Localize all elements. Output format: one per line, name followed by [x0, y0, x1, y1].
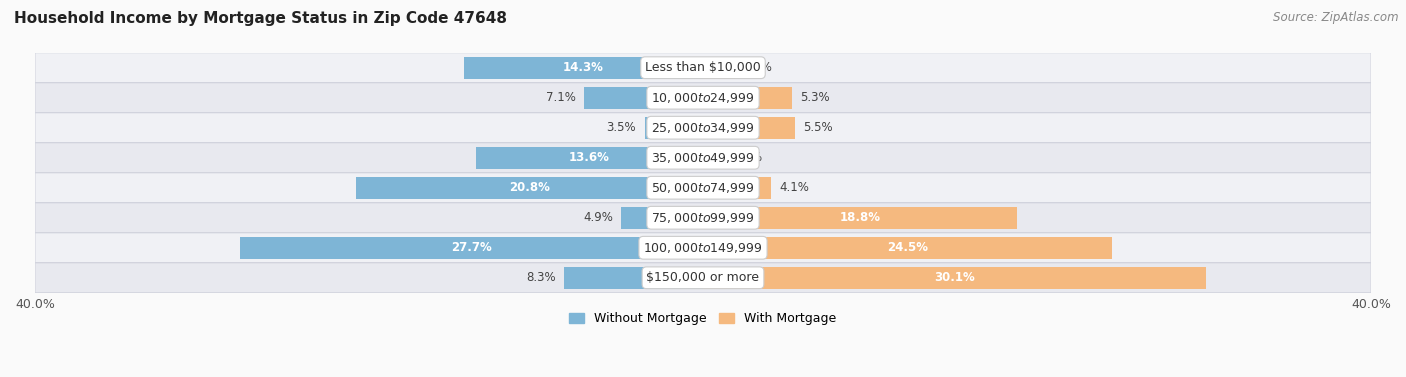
Text: $100,000 to $149,999: $100,000 to $149,999	[644, 241, 762, 255]
Text: 7.1%: 7.1%	[546, 91, 576, 104]
Bar	[703, 87, 792, 109]
FancyBboxPatch shape	[35, 263, 1371, 293]
Text: 1.9%: 1.9%	[744, 61, 773, 74]
Bar	[703, 237, 1112, 259]
Text: 3.5%: 3.5%	[606, 121, 636, 134]
Text: $10,000 to $24,999: $10,000 to $24,999	[651, 91, 755, 105]
Bar	[475, 147, 703, 169]
Bar	[356, 177, 703, 199]
Text: 0.86%: 0.86%	[725, 151, 763, 164]
Text: 8.3%: 8.3%	[526, 271, 555, 284]
Bar	[585, 87, 703, 109]
FancyBboxPatch shape	[35, 203, 1371, 233]
Text: 20.8%: 20.8%	[509, 181, 550, 194]
Bar	[703, 267, 1206, 288]
Text: $75,000 to $99,999: $75,000 to $99,999	[651, 211, 755, 225]
Text: 18.8%: 18.8%	[839, 211, 880, 224]
Bar	[564, 267, 703, 288]
Text: 14.3%: 14.3%	[564, 61, 605, 74]
Text: 4.1%: 4.1%	[780, 181, 810, 194]
Text: 24.5%: 24.5%	[887, 241, 928, 254]
FancyBboxPatch shape	[35, 143, 1371, 173]
Bar	[644, 117, 703, 138]
FancyBboxPatch shape	[35, 233, 1371, 263]
Text: 13.6%: 13.6%	[569, 151, 610, 164]
Text: $25,000 to $34,999: $25,000 to $34,999	[651, 121, 755, 135]
Text: Household Income by Mortgage Status in Zip Code 47648: Household Income by Mortgage Status in Z…	[14, 11, 508, 26]
Text: $50,000 to $74,999: $50,000 to $74,999	[651, 181, 755, 195]
Text: Source: ZipAtlas.com: Source: ZipAtlas.com	[1274, 11, 1399, 24]
Text: 30.1%: 30.1%	[934, 271, 974, 284]
Bar	[621, 207, 703, 228]
Text: 27.7%: 27.7%	[451, 241, 492, 254]
Text: $150,000 or more: $150,000 or more	[647, 271, 759, 284]
FancyBboxPatch shape	[35, 53, 1371, 83]
Bar	[703, 177, 772, 199]
Bar	[703, 147, 717, 169]
Bar	[240, 237, 703, 259]
FancyBboxPatch shape	[35, 113, 1371, 143]
Text: 5.3%: 5.3%	[800, 91, 830, 104]
Text: 5.5%: 5.5%	[803, 121, 832, 134]
Text: $35,000 to $49,999: $35,000 to $49,999	[651, 151, 755, 165]
FancyBboxPatch shape	[35, 173, 1371, 203]
Text: 4.9%: 4.9%	[583, 211, 613, 224]
Text: Less than $10,000: Less than $10,000	[645, 61, 761, 74]
Bar	[703, 117, 794, 138]
FancyBboxPatch shape	[35, 83, 1371, 113]
Legend: Without Mortgage, With Mortgage: Without Mortgage, With Mortgage	[564, 308, 842, 331]
Bar	[703, 207, 1017, 228]
Bar	[703, 57, 735, 78]
Bar	[464, 57, 703, 78]
